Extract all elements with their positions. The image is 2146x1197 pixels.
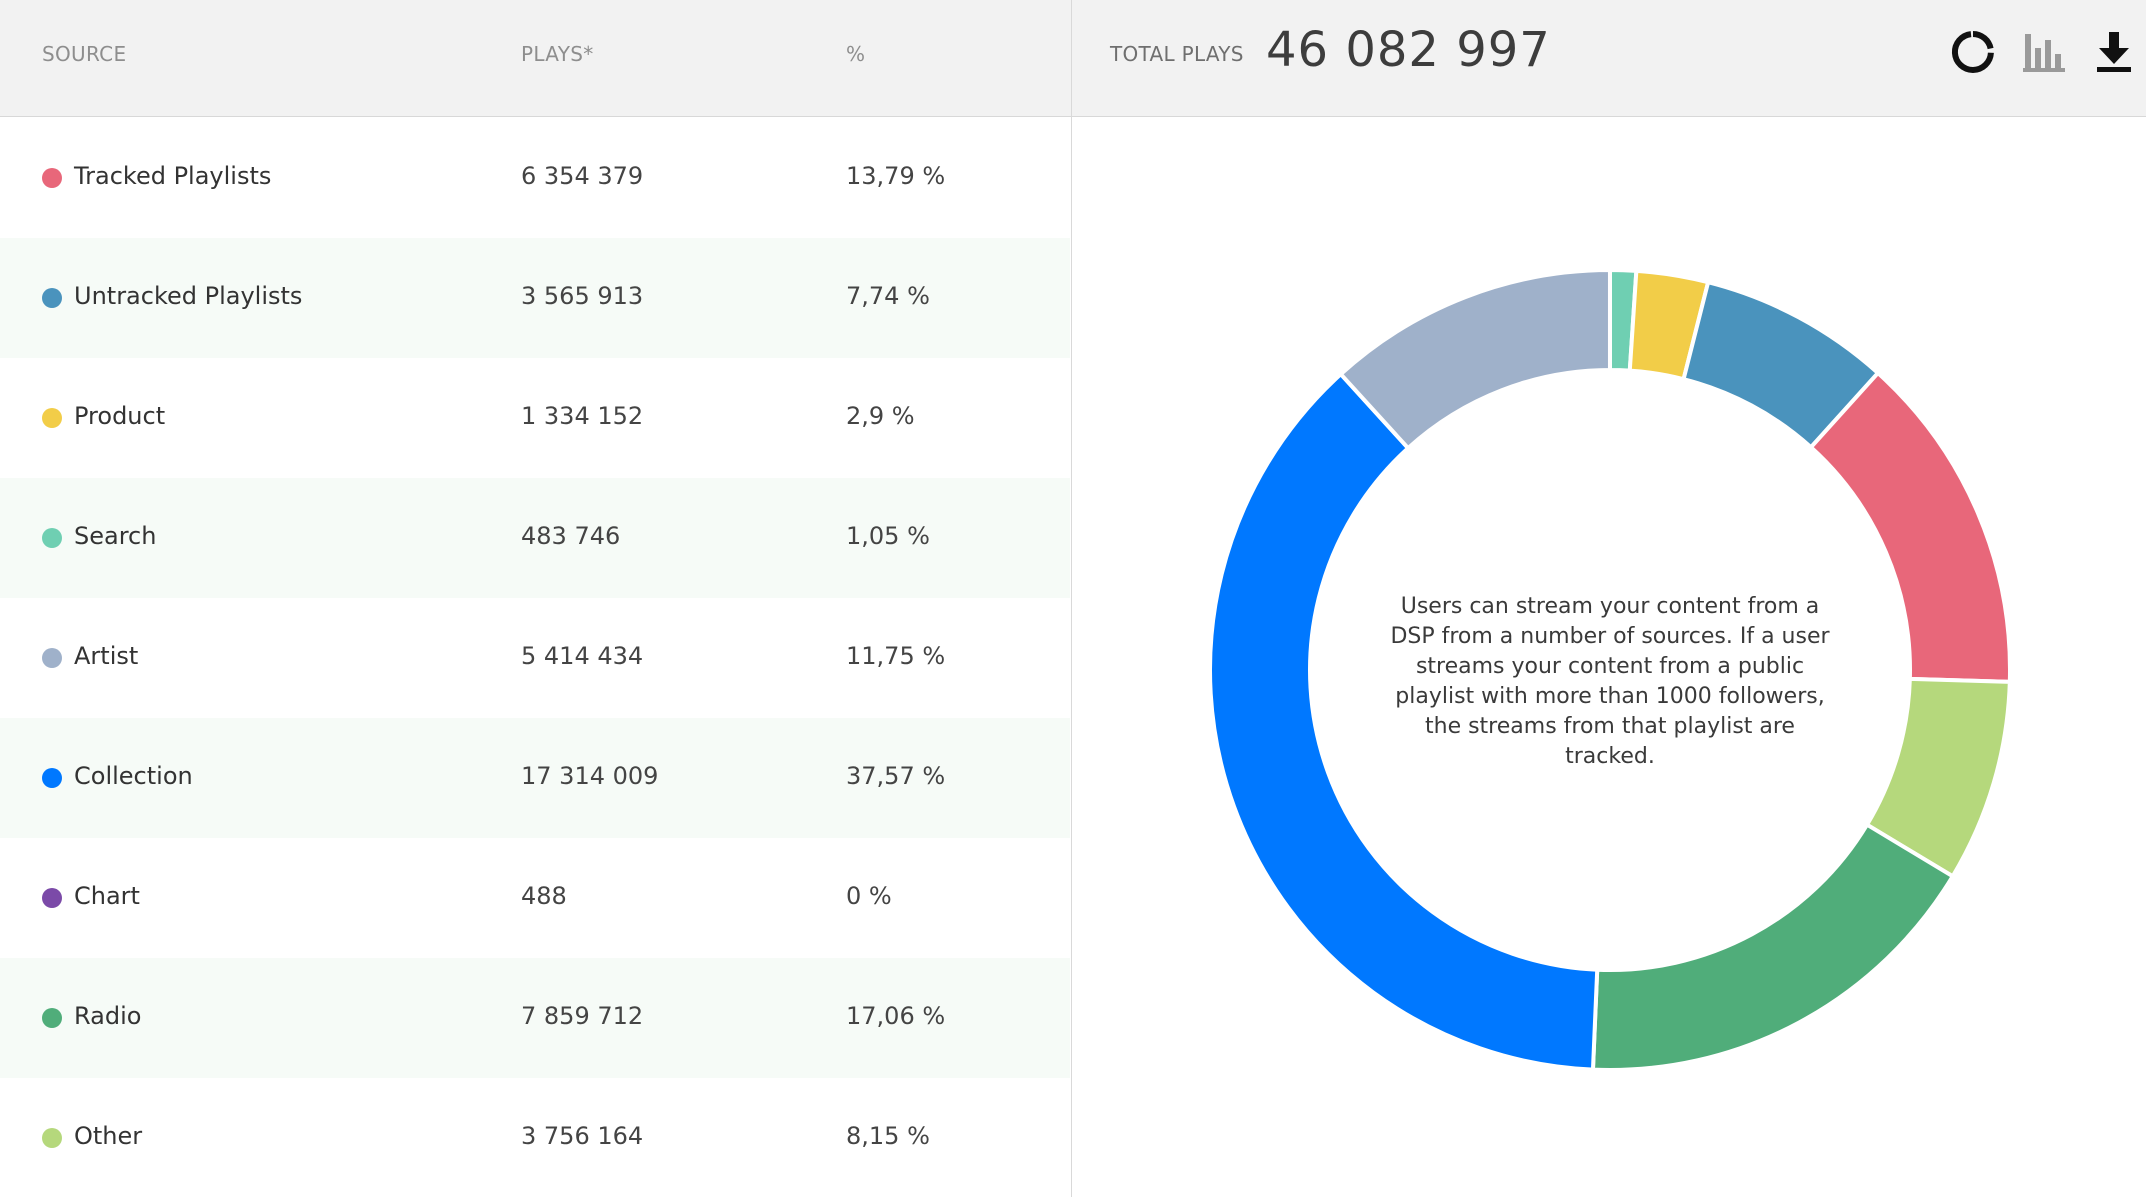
source-plays: 488 [521, 882, 567, 910]
source-percent: 7,74 % [846, 282, 930, 310]
table-row[interactable]: Product 1 334 152 2,9 % [0, 358, 1070, 478]
source-name: Tracked Playlists [74, 162, 272, 190]
donut-chart-icon[interactable] [1949, 28, 1997, 76]
source-name: Collection [74, 762, 193, 790]
source-plays: 5 414 434 [521, 642, 644, 670]
download-icon[interactable] [2090, 28, 2138, 76]
table-row[interactable]: Chart 488 0 % [0, 838, 1070, 958]
table-row[interactable]: Tracked Playlists 6 354 379 13,79 % [0, 118, 1070, 238]
table-row[interactable]: Untracked Playlists 3 565 913 7,74 % [0, 238, 1070, 358]
source-plays: 6 354 379 [521, 162, 644, 190]
source-percent: 0 % [846, 882, 892, 910]
table-row[interactable]: Artist 5 414 434 11,75 % [0, 598, 1070, 718]
series-color-dot [42, 1008, 62, 1028]
source-name: Other [74, 1122, 143, 1150]
series-color-dot [42, 888, 62, 908]
table-row[interactable]: Search 483 746 1,05 % [0, 478, 1070, 598]
series-color-dot [42, 648, 62, 668]
source-plays: 1 334 152 [521, 402, 644, 430]
series-color-dot [42, 168, 62, 188]
source-percent: 1,05 % [846, 522, 930, 550]
series-color-dot [42, 1128, 62, 1148]
source-plays: 3 565 913 [521, 282, 644, 310]
source-table: Tracked Playlists 6 354 379 13,79 % Untr… [0, 118, 1070, 1197]
source-percent: 2,9 % [846, 402, 915, 430]
source-column-header[interactable]: SOURCE [42, 42, 127, 66]
chart-center-description: Users can stream your content from a DSP… [1390, 594, 1830, 769]
series-color-dot [42, 408, 62, 428]
series-color-dot [42, 528, 62, 548]
source-percent: 11,75 % [846, 642, 946, 670]
header-bar: SOURCE PLAYS* % TOTAL PLAYS 46 082 997 [0, 0, 2146, 117]
slice-artist[interactable] [1337, 267, 1612, 451]
source-name: Radio [74, 1002, 142, 1030]
source-percent: 37,57 % [846, 762, 946, 790]
plays-column-header[interactable]: PLAYS* [521, 42, 594, 66]
slice-collection[interactable] [1208, 371, 1600, 1072]
source-name: Untracked Playlists [74, 282, 303, 310]
donut-chart [1200, 260, 2020, 1080]
source-name: Artist [74, 642, 139, 670]
source-plays: 483 746 [521, 522, 621, 550]
source-name: Chart [74, 882, 140, 910]
panel-divider [1071, 0, 1072, 1197]
slice-radio[interactable] [1590, 821, 1956, 1072]
series-color-dot [42, 768, 62, 788]
source-percent: 17,06 % [846, 1002, 946, 1030]
source-percent: 8,15 % [846, 1122, 930, 1150]
table-row[interactable]: Radio 7 859 712 17,06 % [0, 958, 1070, 1078]
table-row[interactable]: Other 3 756 164 8,15 % [0, 1078, 1070, 1197]
slice-tracked-playlists[interactable] [1808, 370, 2012, 684]
source-percent: 13,79 % [846, 162, 946, 190]
source-name: Search [74, 522, 157, 550]
source-plays: 7 859 712 [521, 1002, 644, 1030]
source-name: Product [74, 402, 166, 430]
percent-column-header[interactable]: % [846, 42, 866, 66]
total-plays-label: TOTAL PLAYS [1110, 42, 1244, 66]
bar-chart-icon[interactable] [2021, 28, 2069, 76]
table-row[interactable]: Collection 17 314 009 37,57 % [0, 718, 1070, 838]
donut-chart-svg [1208, 267, 2012, 1072]
series-color-dot [42, 288, 62, 308]
source-plays: 17 314 009 [521, 762, 659, 790]
source-plays: 3 756 164 [521, 1122, 644, 1150]
total-plays-value: 46 082 997 [1266, 22, 1551, 78]
